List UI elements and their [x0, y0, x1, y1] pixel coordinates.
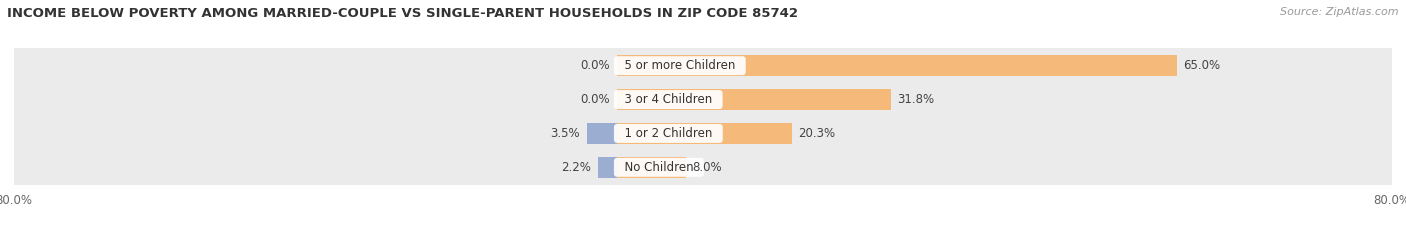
- Text: INCOME BELOW POVERTY AMONG MARRIED-COUPLE VS SINGLE-PARENT HOUSEHOLDS IN ZIP COD: INCOME BELOW POVERTY AMONG MARRIED-COUPL…: [7, 7, 799, 20]
- Bar: [598, 157, 617, 178]
- Bar: [617, 157, 686, 178]
- Bar: [617, 123, 792, 144]
- Bar: [14, 150, 1392, 185]
- Text: 3.5%: 3.5%: [550, 127, 579, 140]
- Text: 1 or 2 Children: 1 or 2 Children: [617, 127, 720, 140]
- Text: 3 or 4 Children: 3 or 4 Children: [617, 93, 720, 106]
- Bar: [586, 123, 617, 144]
- Text: 0.0%: 0.0%: [581, 93, 610, 106]
- Bar: [617, 89, 891, 110]
- Bar: [617, 55, 1177, 76]
- Text: No Children: No Children: [617, 161, 702, 174]
- Text: 2.2%: 2.2%: [561, 161, 591, 174]
- Text: 31.8%: 31.8%: [897, 93, 935, 106]
- Text: 5 or more Children: 5 or more Children: [617, 59, 742, 72]
- Bar: [14, 48, 1392, 83]
- Text: 8.0%: 8.0%: [693, 161, 723, 174]
- Bar: [14, 116, 1392, 151]
- Bar: [14, 82, 1392, 117]
- Text: 0.0%: 0.0%: [581, 59, 610, 72]
- Text: Source: ZipAtlas.com: Source: ZipAtlas.com: [1281, 7, 1399, 17]
- Text: 20.3%: 20.3%: [799, 127, 835, 140]
- Text: 65.0%: 65.0%: [1184, 59, 1220, 72]
